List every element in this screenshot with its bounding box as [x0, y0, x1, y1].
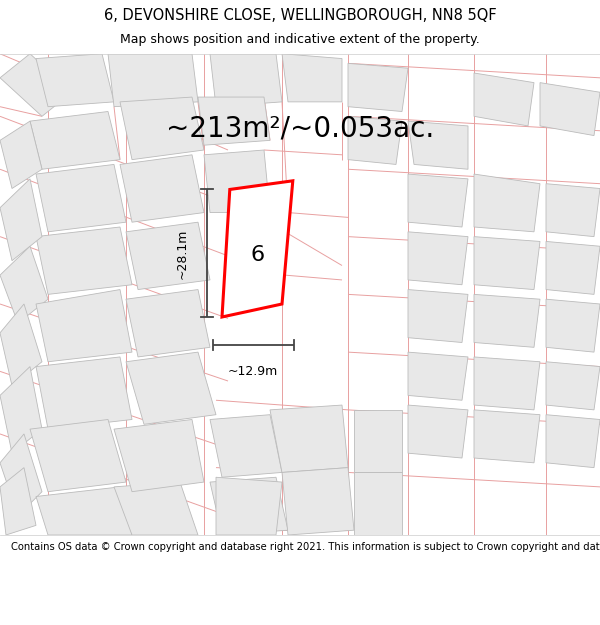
- Polygon shape: [474, 357, 540, 410]
- Polygon shape: [216, 478, 282, 535]
- Polygon shape: [0, 54, 72, 116]
- Polygon shape: [0, 246, 48, 323]
- Polygon shape: [204, 150, 270, 213]
- Polygon shape: [408, 174, 468, 227]
- Polygon shape: [474, 294, 540, 348]
- Polygon shape: [0, 468, 36, 535]
- Polygon shape: [0, 366, 42, 453]
- Polygon shape: [0, 121, 42, 189]
- Text: 6, DEVONSHIRE CLOSE, WELLINGBOROUGH, NN8 5QF: 6, DEVONSHIRE CLOSE, WELLINGBOROUGH, NN8…: [104, 8, 496, 22]
- Text: ~213m²/~0.053ac.: ~213m²/~0.053ac.: [166, 114, 434, 142]
- Polygon shape: [36, 164, 126, 232]
- Polygon shape: [198, 97, 270, 145]
- Polygon shape: [114, 482, 198, 535]
- Polygon shape: [546, 241, 600, 294]
- Polygon shape: [270, 405, 348, 472]
- Polygon shape: [210, 54, 282, 107]
- Polygon shape: [36, 227, 132, 294]
- Polygon shape: [546, 415, 600, 468]
- Polygon shape: [354, 410, 402, 472]
- Polygon shape: [408, 121, 468, 169]
- Polygon shape: [546, 362, 600, 410]
- Polygon shape: [474, 237, 540, 289]
- Polygon shape: [408, 352, 468, 400]
- Polygon shape: [36, 357, 132, 429]
- Text: ~28.1m: ~28.1m: [175, 228, 188, 279]
- Polygon shape: [210, 415, 282, 478]
- Polygon shape: [108, 54, 198, 107]
- Polygon shape: [546, 299, 600, 352]
- Polygon shape: [120, 155, 204, 222]
- Polygon shape: [408, 405, 468, 458]
- Polygon shape: [546, 184, 600, 237]
- Polygon shape: [126, 352, 216, 424]
- Polygon shape: [408, 289, 468, 342]
- Polygon shape: [36, 54, 114, 107]
- Polygon shape: [540, 82, 600, 136]
- Polygon shape: [36, 289, 132, 362]
- Polygon shape: [120, 97, 204, 159]
- Polygon shape: [0, 304, 42, 386]
- Polygon shape: [30, 419, 126, 492]
- Polygon shape: [282, 468, 354, 535]
- Polygon shape: [126, 222, 210, 289]
- Polygon shape: [30, 111, 120, 169]
- Polygon shape: [222, 181, 293, 317]
- Polygon shape: [0, 179, 42, 261]
- Polygon shape: [408, 232, 468, 285]
- Polygon shape: [474, 73, 534, 126]
- Polygon shape: [348, 63, 408, 111]
- Polygon shape: [348, 116, 402, 164]
- Text: ~12.9m: ~12.9m: [228, 365, 278, 378]
- Polygon shape: [114, 419, 204, 492]
- Polygon shape: [126, 289, 210, 357]
- Polygon shape: [354, 472, 402, 535]
- Polygon shape: [474, 174, 540, 232]
- Polygon shape: [282, 54, 342, 102]
- Polygon shape: [0, 434, 42, 516]
- Polygon shape: [474, 410, 540, 462]
- Polygon shape: [36, 487, 132, 535]
- Text: Contains OS data © Crown copyright and database right 2021. This information is : Contains OS data © Crown copyright and d…: [11, 542, 600, 552]
- Polygon shape: [210, 478, 288, 535]
- Text: 6: 6: [251, 245, 265, 265]
- Text: Map shows position and indicative extent of the property.: Map shows position and indicative extent…: [120, 33, 480, 46]
